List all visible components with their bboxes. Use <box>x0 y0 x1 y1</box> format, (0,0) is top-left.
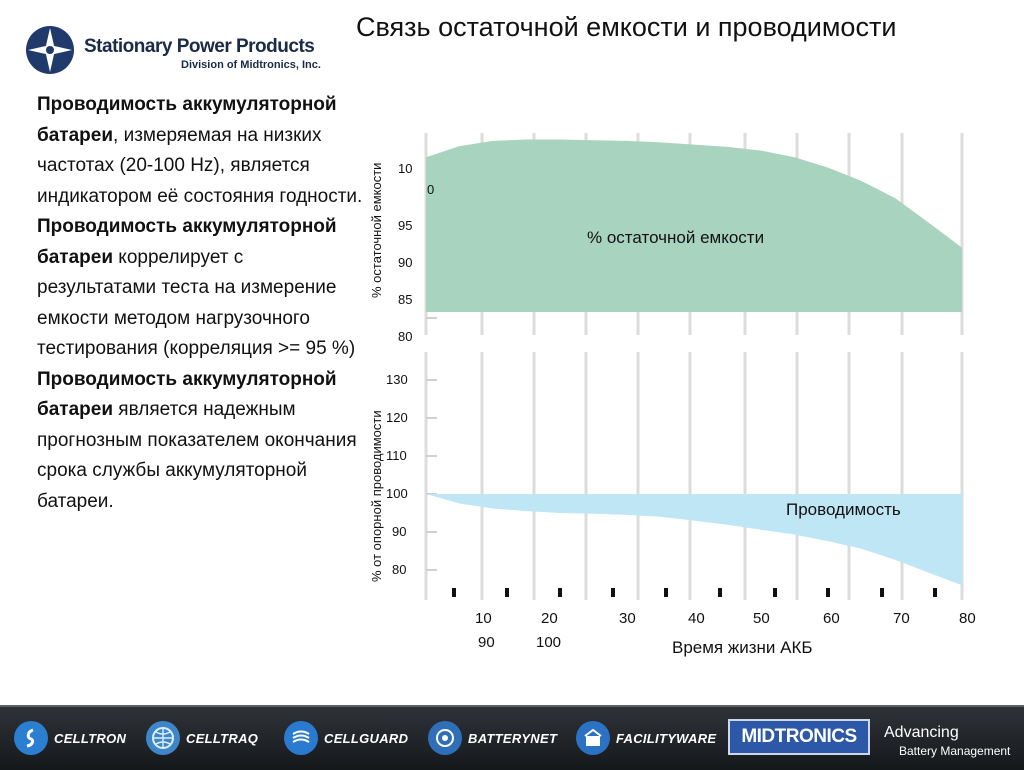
midtronics-logo[interactable]: MIDTRONICS <box>728 719 870 755</box>
capacity-chart <box>424 133 964 335</box>
footer-product-label: CELLGUARD <box>324 730 409 746</box>
conductance-y-tick: 120 <box>386 410 408 425</box>
footer-product-celltraq[interactable]: CELLTRAQ <box>146 720 258 756</box>
paragraph-3-text: является надежным прогнозным показателем… <box>37 399 357 512</box>
footer-product-label: CELLTRAQ <box>186 730 259 746</box>
x-tick-label: 40 <box>688 610 705 627</box>
x-tick-label: 50 <box>753 610 770 627</box>
paragraph-1: Проводимость аккумуляторной батареи, изм… <box>37 90 367 212</box>
footer-product-label: FACILITYWARE <box>616 730 717 746</box>
x-tick-label: 70 <box>893 610 910 627</box>
paragraph-1-text: , измеряемая на низких частотах (20-100 … <box>37 124 363 207</box>
conductance-series-label: Проводимость <box>786 500 901 519</box>
x-tick-label: 60 <box>823 610 840 627</box>
footer-product-label: CELLTRON <box>54 730 127 746</box>
conductance-y-axis-label: % от опорной проводимости <box>369 410 384 582</box>
capacity-y-tick: 95 <box>398 218 413 233</box>
x-axis-tick-mark <box>880 588 884 597</box>
footer-product-celltron[interactable]: CELLTRON <box>14 720 126 756</box>
paragraph-2: Проводимость аккумуляторной батареи корр… <box>37 212 367 365</box>
capacity-y-tick: 0 <box>427 182 435 197</box>
brand-name: Stationary Power Products <box>84 36 315 57</box>
x-tick-label-second-row: 90 <box>478 634 495 651</box>
capacity-area <box>426 139 962 312</box>
conductance-y-tick: 90 <box>392 524 407 539</box>
capacity-y-tick: 80 <box>398 329 413 344</box>
x-tick-label: 30 <box>619 610 636 627</box>
capacity-y-tick: 10 <box>398 161 413 176</box>
capacity-y-axis-label: % остаточной емкости <box>369 162 384 298</box>
paragraph-1-bold: Проводимость аккумуляторной батареи <box>37 94 337 146</box>
slide-title: Связь остаточной емкости и проводимости <box>356 12 897 42</box>
conductance-y-tick: 100 <box>386 486 408 501</box>
tagline-advancing: Advancing <box>884 724 959 741</box>
capacity-y-tick: 90 <box>398 255 413 270</box>
x-axis-tick-mark <box>452 588 456 597</box>
x-axis-tick-mark <box>505 588 509 597</box>
conductance-chart <box>424 352 964 600</box>
footer-product-label: BATTERYNET <box>468 730 558 746</box>
cellguard-icon <box>284 721 318 755</box>
conductance-y-tick: 80 <box>392 562 407 577</box>
facilityware-icon <box>576 721 610 755</box>
x-axis-tick-mark <box>664 588 668 597</box>
celltraq-icon <box>146 721 180 755</box>
x-axis-tick-mark <box>611 588 615 597</box>
company-logo: Stationary Power Products Division of Mi… <box>24 22 344 78</box>
tagline-battery-management: Battery Management <box>899 744 1011 758</box>
x-axis-tick-mark <box>826 588 830 597</box>
conductance-area <box>426 494 962 586</box>
x-tick-label: 80 <box>959 610 976 627</box>
footer-bar: CELLTRON CELLTRAQ CELLGUARD BATTERYNET F… <box>0 705 1024 770</box>
conductance-y-tick: 130 <box>386 372 408 387</box>
footer-product-cellguard[interactable]: CELLGUARD <box>284 720 408 756</box>
body-text: Проводимость аккумуляторной батареи, изм… <box>37 90 367 517</box>
footer-product-batterynet[interactable]: BATTERYNET <box>428 720 557 756</box>
x-axis-title: Время жизни АКБ <box>672 638 813 657</box>
batterynet-icon <box>428 721 462 755</box>
x-axis-tick-mark <box>558 588 562 597</box>
x-axis-tick-mark <box>933 588 937 597</box>
paragraph-2-bold: Проводимость аккумуляторной батареи <box>37 216 337 268</box>
paragraph-3: Проводимость аккумуляторной батареи явля… <box>37 365 367 518</box>
x-tick-label: 20 <box>541 610 558 627</box>
celltron-icon <box>14 721 48 755</box>
compass-logo-icon <box>26 26 74 74</box>
capacity-series-label: % остаточной емкости <box>587 228 765 247</box>
charts-area <box>424 133 964 600</box>
x-tick-label-second-row: 100 <box>536 634 562 651</box>
capacity-y-tick: 85 <box>398 292 413 307</box>
x-axis-tick-mark <box>773 588 777 597</box>
x-axis-tick-mark <box>718 588 722 597</box>
footer-product-facilityware[interactable]: FACILITYWARE <box>576 720 716 756</box>
paragraph-3-bold: Проводимость аккумуляторной батареи <box>37 368 337 421</box>
paragraph-2-text: коррелирует с результатами теста на изме… <box>37 246 356 360</box>
x-tick-label: 10 <box>475 610 492 627</box>
conductance-y-tick: 110 <box>386 448 407 463</box>
brand-division: Division of Midtronics, Inc. <box>181 59 321 71</box>
